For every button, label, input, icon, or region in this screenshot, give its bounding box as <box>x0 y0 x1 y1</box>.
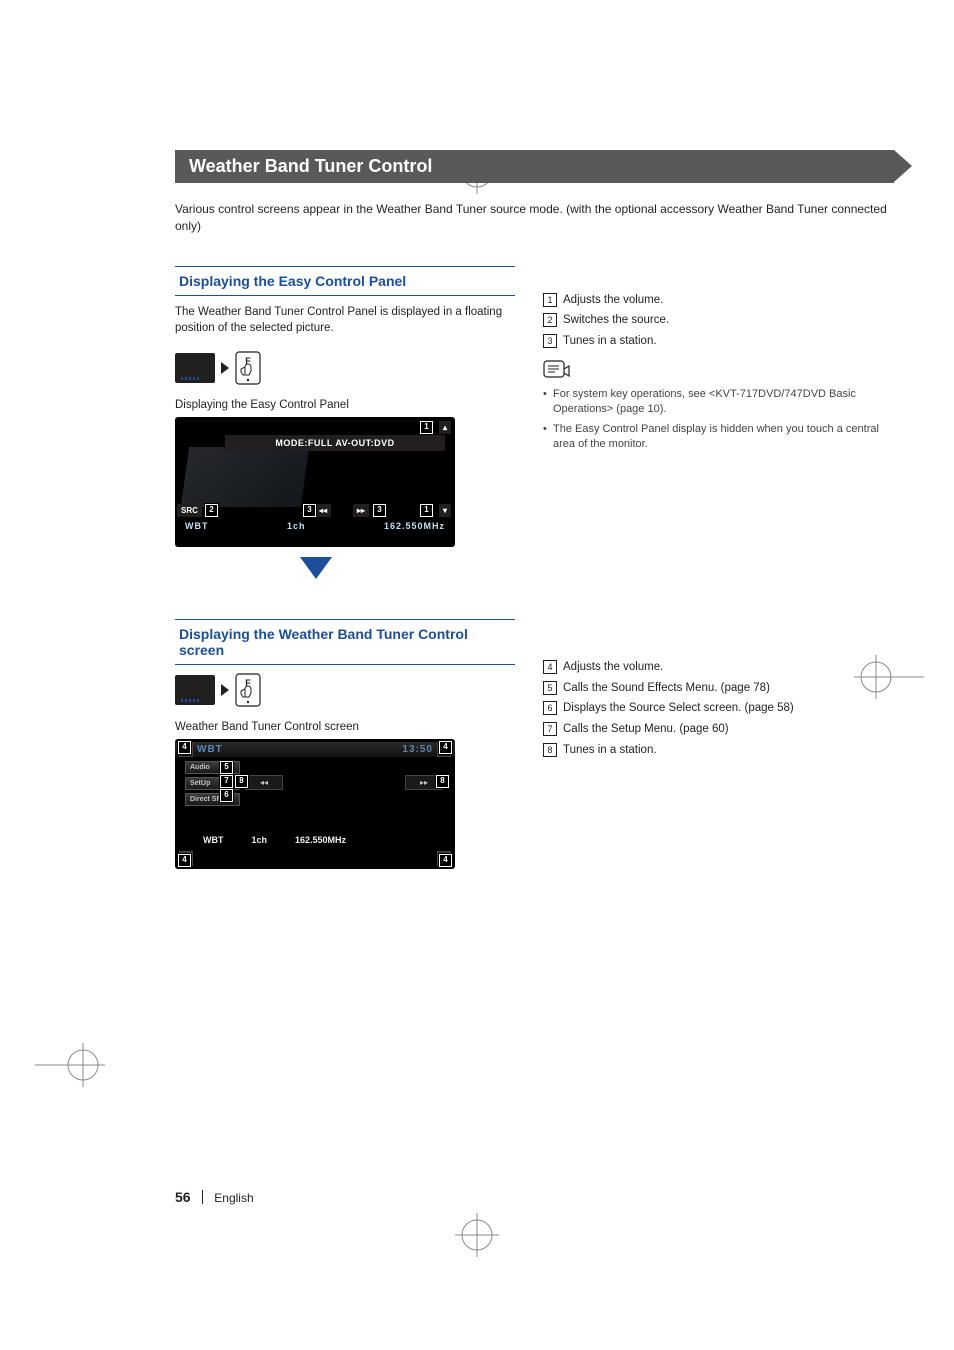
easy-panel-block: Displaying the Easy Control Panel The We… <box>175 266 894 589</box>
callout-6: 6 <box>220 789 233 802</box>
intro-text: Various control screens appear in the We… <box>175 201 894 236</box>
callout-4: 4 <box>439 854 452 867</box>
ctrl-caption: Weather Band Tuner Control screen <box>175 721 515 733</box>
touch-sequence: F <box>175 351 515 385</box>
easy-heading: Displaying the Easy Control Panel <box>175 266 515 296</box>
prev-button[interactable]: ◂◂ <box>315 504 331 517</box>
next-button[interactable]: ▸▸ <box>353 504 369 517</box>
crop-mark-bottom <box>455 1213 499 1260</box>
list-text: Adjusts the volume. <box>563 659 663 676</box>
list-text: Calls the Sound Effects Menu. (page 78) <box>563 680 770 697</box>
page-lang: English <box>214 1191 253 1205</box>
callout-4: 4 <box>439 741 452 754</box>
ctrl-time: 13:50 <box>402 744 433 755</box>
callout-1: 1 <box>420 421 433 434</box>
mode-line: MODE:FULL AV-OUT:DVD <box>225 435 445 451</box>
callout-8: 8 <box>235 775 248 788</box>
monitor-icon <box>175 353 215 383</box>
vol-down-button[interactable]: ▾ <box>439 504 451 517</box>
control-screen-block: Displaying the Weather Band Tuner Contro… <box>175 619 894 869</box>
callout-8: 8 <box>436 775 449 788</box>
num-box: 2 <box>543 313 557 327</box>
ctrl-list: 4 Adjusts the volume. 5 Calls the Sound Ef… <box>543 659 894 758</box>
vol-up-button[interactable]: ▴ <box>439 421 451 434</box>
page-footer: 56 English <box>175 1189 254 1205</box>
status-ch: 1ch <box>287 521 306 531</box>
finger-icon: F <box>235 351 261 385</box>
status-freq: 162.550MHz <box>384 521 445 531</box>
callout-2: 2 <box>205 504 218 517</box>
ctrl-status: WBT 1ch 162.550MHz <box>175 833 455 847</box>
easy-notes: For system key operations, see <KVT-717D… <box>543 387 894 453</box>
status-wbt: WBT <box>185 521 209 531</box>
ctrl-heading: Displaying the Weather Band Tuner Contro… <box>175 619 515 665</box>
list-text: Switches the source. <box>563 312 669 329</box>
list-text: Tunes in a station. <box>563 742 657 759</box>
page-number: 56 <box>175 1189 191 1205</box>
note-item: For system key operations, see <KVT-717D… <box>543 387 894 418</box>
list-text: Displays the Source Select screen. (page… <box>563 700 794 717</box>
ctrl-title: WBT <box>197 744 223 755</box>
ctrl-ch: 1ch <box>252 835 268 845</box>
ctrl-screenshot: WBT 13:50 Audio SetUp Direct SRC ◂◂ ▸▸ W… <box>175 739 455 869</box>
num-box: 7 <box>543 722 557 736</box>
list-text: Calls the Setup Menu. (page 60) <box>563 721 729 738</box>
section-header: Weather Band Tuner Control <box>175 150 894 183</box>
monitor-icon <box>175 675 215 705</box>
crop-mark-right <box>854 655 924 702</box>
note-icon <box>543 358 894 383</box>
num-box: 6 <box>543 701 557 715</box>
ctrl-freq: 162.550MHz <box>295 835 346 845</box>
ctrl-wbt: WBT <box>203 835 224 845</box>
touch-sequence: F <box>175 673 515 707</box>
arrow-right-icon <box>221 684 229 696</box>
num-box: 8 <box>543 743 557 757</box>
easy-caption: Displaying the Easy Control Panel <box>175 399 515 411</box>
callout-5: 5 <box>220 761 233 774</box>
callout-1: 1 <box>420 504 433 517</box>
ctrl-seek-row: ◂◂ ▸▸ <box>245 775 443 790</box>
list-text: Tunes in a station. <box>563 333 657 350</box>
easy-list: 1 Adjusts the volume. 2 Switches the sourc… <box>543 292 894 350</box>
easy-screenshot: MODE:FULL AV-OUT:DVD ▴ ▾ SRC ◂◂ ▸▸ WBT 1… <box>175 417 455 547</box>
callout-4: 4 <box>178 854 191 867</box>
note-item: The Easy Control Panel display is hidden… <box>543 422 894 453</box>
callout-7: 7 <box>220 775 233 788</box>
manual-page: Weather Band Tuner Control Various contr… <box>0 0 954 1350</box>
easy-lead: The Weather Band Tuner Control Panel is … <box>175 304 515 337</box>
crop-mark-left <box>35 1043 105 1090</box>
seek-prev-button[interactable]: ◂◂ <box>245 775 283 790</box>
callout-3: 3 <box>373 504 386 517</box>
ctrl-header: WBT 13:50 <box>175 742 455 757</box>
list-text: Adjusts the volume. <box>563 292 663 309</box>
num-box: 3 <box>543 334 557 348</box>
num-box: 4 <box>543 660 557 674</box>
finger-icon: F <box>235 673 261 707</box>
callout-4: 4 <box>178 741 191 754</box>
src-button[interactable]: SRC <box>177 504 202 517</box>
section-title: Weather Band Tuner Control <box>189 156 432 176</box>
down-arrow-icon <box>300 557 332 579</box>
arrow-right-icon <box>221 362 229 374</box>
callout-3: 3 <box>303 504 316 517</box>
status-line: WBT 1ch 162.550MHz <box>175 519 455 533</box>
num-box: 5 <box>543 681 557 695</box>
num-box: 1 <box>543 293 557 307</box>
